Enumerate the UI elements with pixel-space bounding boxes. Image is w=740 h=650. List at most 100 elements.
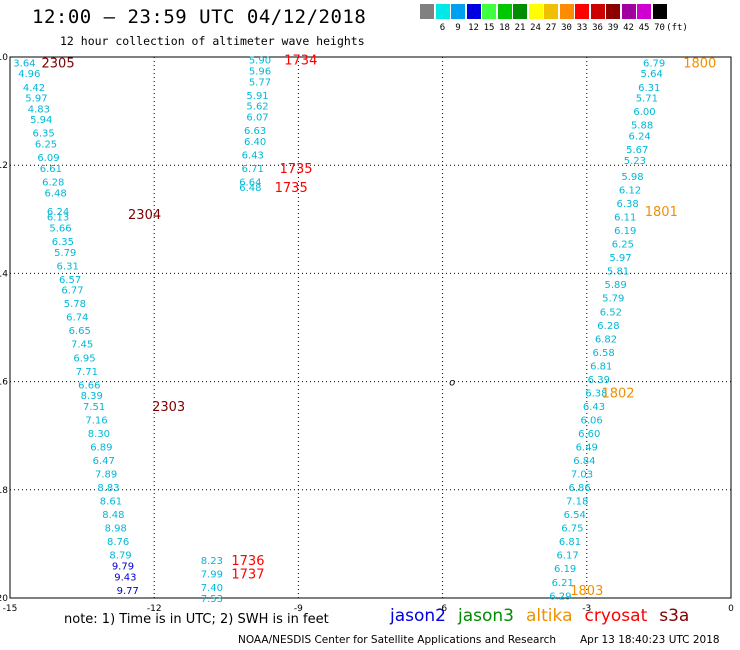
- scale-swatch: [466, 4, 481, 19]
- scale-label: 18: [499, 23, 510, 33]
- swh-value: 6.86: [568, 483, 590, 494]
- pass-time-label: 1802: [601, 386, 634, 401]
- swh-value: 6.43: [242, 150, 264, 161]
- map-title: 12:00 — 23:59 UTC 04/12/2018: [32, 6, 367, 28]
- swh-value: 8.23: [201, 556, 223, 567]
- swh-value: 6.79: [643, 58, 665, 69]
- pass-time-label: 1800: [683, 56, 716, 71]
- scale-label: 21: [514, 23, 526, 33]
- lon-tick-label: -12: [147, 604, 162, 614]
- swh-value: 4.42: [23, 83, 45, 94]
- swh-value: 6.09: [37, 153, 59, 164]
- pass-time-label: 1734: [284, 54, 317, 69]
- pass-time-label: 1801: [645, 205, 678, 220]
- swh-value: 6.66: [78, 380, 100, 391]
- swh-value: 6.19: [554, 564, 576, 575]
- swh-value: 7.89: [95, 470, 117, 481]
- swh-value: 6.19: [614, 226, 636, 237]
- swh-value: 5.77: [249, 77, 271, 88]
- swh-value: 6.84: [573, 456, 595, 467]
- swh-value: 5.79: [54, 248, 76, 259]
- scale-label: 6: [439, 23, 446, 33]
- swh-value: 6.38: [617, 199, 639, 210]
- scale-label: 36: [592, 23, 603, 33]
- swh-value: 4.83: [28, 104, 50, 115]
- swh-value: 6.48: [239, 183, 261, 194]
- swh-value: 6.35: [33, 129, 55, 140]
- swh-value: 6.64: [239, 177, 261, 188]
- lat-tick-label: -20: [0, 594, 8, 604]
- swh-value: 5.89: [605, 280, 627, 291]
- swh-value: 6.60: [578, 429, 600, 440]
- swh-value: 3.64: [13, 58, 35, 69]
- scale-label: 12: [468, 23, 479, 33]
- swh-value: 8.76: [107, 537, 129, 548]
- satellite-legend: jason2 jason3 altika cryosat s3a: [390, 606, 701, 626]
- swh-value: 6.89: [90, 443, 112, 454]
- legend-altika: altika: [526, 606, 573, 626]
- scale-label: 9: [455, 23, 461, 33]
- swh-value: 6.13: [47, 213, 69, 224]
- swh-value: 5.66: [49, 223, 71, 234]
- swh-value: 6.29: [549, 591, 571, 602]
- swh-value: 6.24: [629, 131, 651, 142]
- swh-value: 7.53: [201, 594, 223, 605]
- swh-value: 5.67: [626, 145, 648, 156]
- pass-time-label: 2304: [128, 208, 161, 223]
- map-frame: [9, 56, 732, 599]
- legend-jason3: jason3: [458, 606, 514, 626]
- swh-value: 6.38: [585, 388, 607, 399]
- lat-tick-label: -18: [0, 486, 8, 496]
- swh-value: 6.31: [57, 261, 79, 272]
- scale-swatch: [451, 4, 465, 19]
- swh-value: 6.82: [595, 334, 617, 345]
- lon-tick-label: -6: [438, 604, 447, 614]
- swh-value: 8.61: [100, 497, 122, 508]
- swh-value: 6.47: [93, 456, 115, 467]
- scale-swatch: [435, 4, 450, 19]
- scale-label: 15: [483, 23, 495, 33]
- swh-value: 7.45: [71, 340, 93, 351]
- swh-value: 6.21: [552, 578, 574, 589]
- lat-tick-label: -10: [0, 53, 8, 63]
- swh-value: 6.81: [590, 361, 612, 372]
- swh-value: 7.99: [201, 570, 223, 581]
- scale-swatch: [637, 4, 651, 19]
- scale-swatch: [606, 4, 620, 19]
- scale-label: 27: [545, 23, 557, 33]
- pass-time-label: 2305: [42, 56, 75, 71]
- lon-tick-label: -3: [582, 604, 591, 614]
- swh-value: 6.54: [564, 510, 586, 521]
- swh-value: 7.18: [566, 497, 588, 508]
- swh-value: 6.25: [35, 140, 57, 151]
- swh-value: 5.64: [641, 69, 663, 80]
- scale-label: 39: [607, 23, 619, 33]
- pass-time-label: 1735: [279, 162, 312, 177]
- swh-value: 8.30: [88, 429, 110, 440]
- swh-value: 5.96: [249, 67, 271, 78]
- point-marker: o: [449, 378, 455, 389]
- swh-value: 5.97: [25, 94, 47, 105]
- swh-value: 7.16: [85, 415, 107, 426]
- swh-value: 5.88: [631, 121, 653, 132]
- swh-value: 6.12: [619, 186, 641, 197]
- scale-swatch: [513, 4, 527, 19]
- swh-value: 6.77: [61, 286, 83, 297]
- scale-label: 70: [654, 23, 665, 33]
- swh-value: 4.96: [18, 69, 40, 80]
- swh-value: 8.98: [105, 524, 127, 535]
- scale-label: 24: [530, 23, 541, 33]
- swh-value: 6.43: [583, 402, 605, 413]
- legend-s3a: s3a: [659, 606, 690, 626]
- swh-value: 6.74: [66, 313, 88, 324]
- swh-value: 5.78: [64, 299, 86, 310]
- scale-label: 33: [576, 23, 588, 33]
- scale-label: 30: [561, 23, 572, 33]
- swh-value: 5.71: [636, 94, 658, 105]
- swh-value: 9.77: [117, 586, 139, 597]
- swh-value: 6.65: [69, 326, 91, 337]
- swh-value: 6.49: [576, 443, 598, 454]
- swh-value: 8.79: [109, 551, 131, 562]
- scale-label: 45: [638, 23, 650, 33]
- swh-value: 5.79: [602, 294, 624, 305]
